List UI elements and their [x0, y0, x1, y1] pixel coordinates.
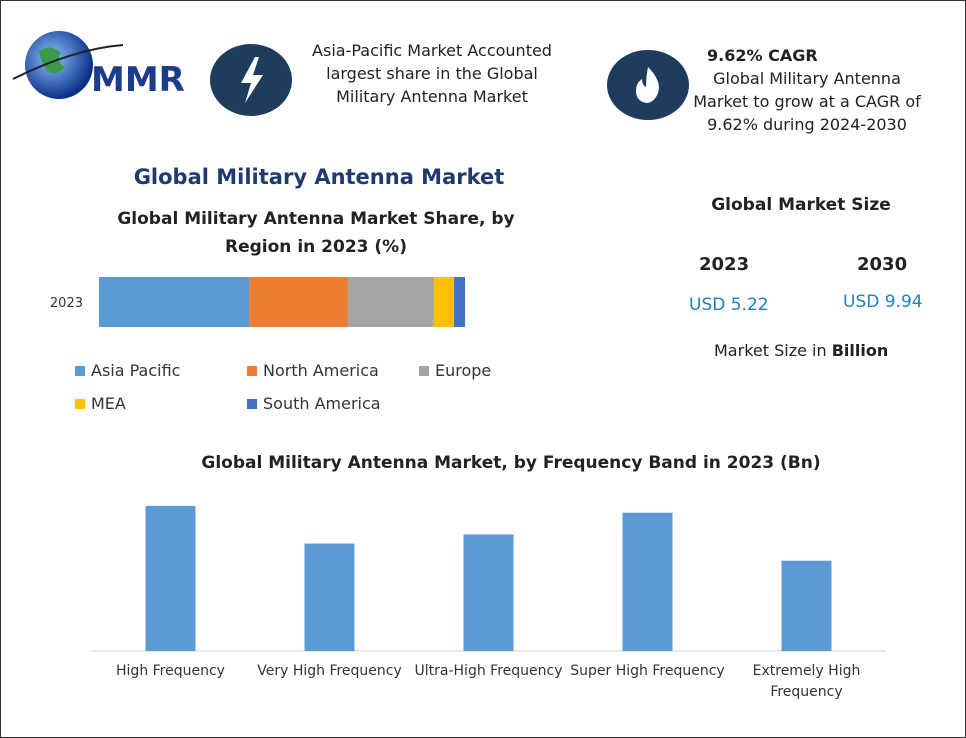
x-tick-label: High Frequency [116, 663, 225, 679]
share-text: Asia-Pacific Market Accounted largest sh… [312, 41, 552, 106]
bar-segment [99, 277, 250, 327]
bar-segment [249, 277, 348, 327]
chart-title: Global Military Antenna Market, by Frequ… [201, 453, 821, 473]
bar [622, 512, 673, 651]
legend-swatch [75, 365, 85, 376]
legend-item: MEA [75, 394, 247, 413]
legend-label: North America [263, 361, 379, 380]
bar-segment [433, 277, 455, 327]
cagr-icon [607, 50, 689, 120]
flame [636, 67, 659, 103]
note: Market Size in [714, 341, 827, 360]
x-tick-label: Ultra-High Frequency [414, 663, 563, 679]
x-tick-label: Super High Frequency [570, 663, 725, 679]
legend-item: Europe [419, 361, 539, 380]
bar-segment [347, 277, 434, 327]
size-value: USD 9.94 [843, 292, 923, 312]
bar [304, 543, 355, 651]
lightning [241, 57, 263, 103]
logo-text: MMR [91, 60, 185, 100]
chart-title: Global Military Antenna Market Share, by… [117, 209, 515, 257]
share-icon [210, 44, 292, 116]
legend-swatch [75, 398, 85, 409]
note-unit: Billion [831, 341, 889, 360]
cagr-text: Global Military Antenna Market to grow a… [693, 69, 921, 134]
year: 2023 [699, 254, 750, 275]
legend-item: North America [247, 361, 419, 380]
legend-label: MEA [91, 394, 126, 413]
legend-label: Europe [435, 361, 492, 380]
band-chart [91, 505, 886, 652]
legend-item: South America [247, 394, 419, 413]
legend-swatch [247, 398, 257, 409]
share-chart: 2023 [50, 277, 465, 327]
market-size-title: Global Market Size [711, 195, 891, 215]
main-title: Global Military Antenna Market [133, 165, 505, 189]
x-tick-label: Very High Frequency [257, 663, 402, 679]
year: 2030 [857, 254, 908, 275]
continent [39, 47, 65, 74]
bar [145, 505, 196, 651]
size-note: Market Size in Billion [714, 341, 888, 360]
cagr-title: 9.62% CAGR [707, 46, 818, 65]
y-tick-label: 2023 [50, 296, 83, 311]
bar [463, 534, 514, 651]
bar [781, 560, 832, 651]
legend-swatch [247, 365, 257, 376]
bar-segment [454, 277, 465, 327]
legend-swatch [419, 365, 429, 376]
logo: MMR [12, 31, 185, 100]
legend-label: South America [263, 394, 381, 413]
legend-item: Asia Pacific [75, 361, 247, 380]
size-value: USD 5.22 [689, 295, 769, 315]
legend-label: Asia Pacific [91, 361, 181, 380]
legend: Asia Pacific North America Europe MEA South … [75, 361, 539, 413]
x-tick-label: Extremely High Frequency [752, 663, 861, 700]
orbit [12, 44, 124, 80]
